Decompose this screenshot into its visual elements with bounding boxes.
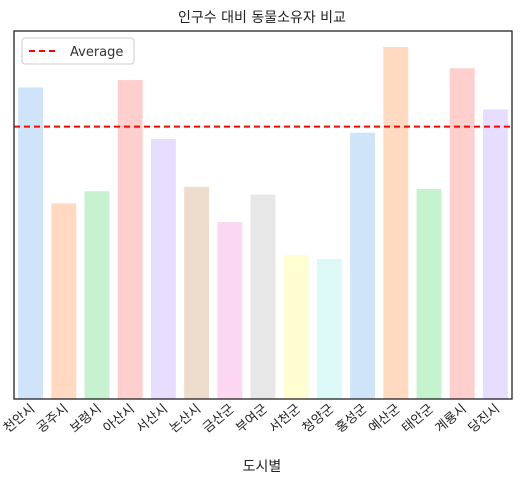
x-tick-label-3: 보령시 [67,402,104,437]
x-tick-label-15: 당진시 [466,402,503,437]
x-tick-label-2: 공주시 [34,402,71,437]
x-tick-label-14: 계룡시 [433,402,470,437]
x-tick-label-1: 천안시 [1,402,38,437]
chart-title: 인구수 대비 동물소유자 비교 [178,10,346,26]
bar-7 [216,221,244,400]
x-tick-labels: 천안시공주시보령시아산시서산시논산시금산군부여군서천군청양군홍성군예산군태안군계… [1,402,503,437]
bar-1 [17,86,45,400]
x-tick-label-13: 태안군 [399,402,436,437]
x-tick-label-12: 예산군 [366,402,403,437]
legend: Average [21,37,135,65]
legend-box [21,37,135,65]
x-tick-label-8: 부여군 [233,402,270,437]
x-tick-label-6: 논산시 [167,402,204,437]
x-axis-label: 도시별 [243,459,282,475]
bar-14 [448,67,476,400]
plot-frame [13,30,513,400]
x-tick-label-4: 아산시 [101,402,138,437]
bar-12 [382,45,410,400]
bar-15 [481,108,509,400]
x-tick-label-9: 서천군 [267,402,304,437]
x-tick-label-10: 청양군 [300,402,337,437]
bar-2 [50,202,78,400]
bar-6 [183,185,211,400]
x-tick-label-11: 홍성군 [333,402,370,437]
bar-8 [249,193,277,400]
bar-11 [349,131,377,400]
bars-group [17,45,509,400]
bar-3 [83,190,111,400]
bar-13 [415,188,443,400]
bar-9 [282,253,310,400]
bar-10 [315,257,343,400]
bar-5 [149,137,177,400]
x-tick-label-5: 서산시 [134,402,171,437]
legend-average-label: Average [70,45,123,60]
x-tick-label-7: 금산군 [200,402,237,437]
bar-4 [116,79,144,400]
